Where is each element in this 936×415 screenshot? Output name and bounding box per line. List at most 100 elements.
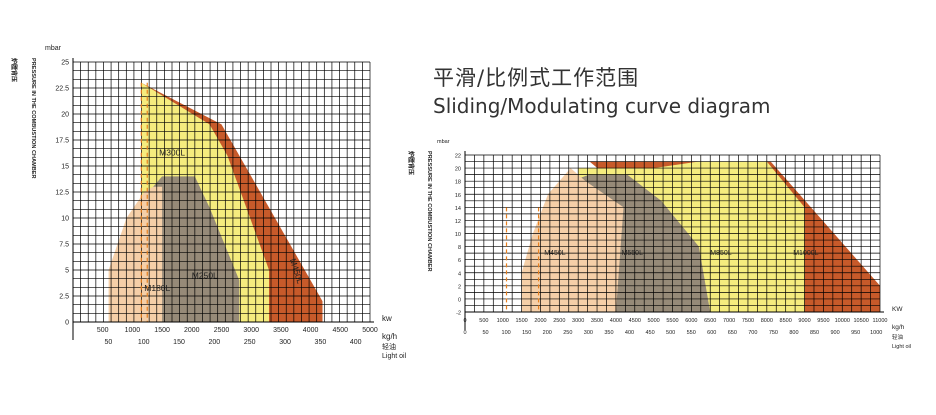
x-tick-label-kw: 0 xyxy=(463,318,466,324)
y-tick-label: 5 xyxy=(65,268,69,275)
x-unit-kgh: kg/h xyxy=(892,324,905,331)
y-tick-label: 10 xyxy=(455,232,461,238)
y-tick-label: 10 xyxy=(61,216,69,223)
x-tick-label-kgh: 150 xyxy=(173,339,185,346)
y-tick-label: 6 xyxy=(458,258,461,264)
x-tick-label-kgh: 300 xyxy=(279,339,291,346)
x-tick-label-kgh: 500 xyxy=(666,330,675,336)
x-tick-label-kgh: 100 xyxy=(138,339,150,346)
x-tick-label-kgh: 300 xyxy=(584,330,593,336)
x-tick-label-kw: 2000 xyxy=(184,327,200,334)
x-tick-label-kw: 4500 xyxy=(629,318,641,324)
x-tick-label-kw: 3500 xyxy=(591,318,603,324)
x-tick-label-kw: 1500 xyxy=(154,327,170,334)
series-label: M550L xyxy=(622,250,644,257)
y-tick-label: 16 xyxy=(455,193,461,199)
x-tick-label-kgh: 950 xyxy=(851,330,860,336)
x-fuel-en: Light oil xyxy=(892,344,911,350)
x-tick-label-kw: 3500 xyxy=(273,327,289,334)
x-tick-label-kgh: 1000 xyxy=(870,330,882,336)
y-tick-label: -2 xyxy=(456,311,461,317)
x-tick-label-kgh: 50 xyxy=(482,330,488,336)
x-tick-label-kw: 5500 xyxy=(666,318,678,324)
x-tick-label-kw: 6500 xyxy=(704,318,716,324)
y-tick-label: 4 xyxy=(458,271,461,277)
x-tick-label-kgh: 650 xyxy=(728,330,737,336)
x-tick-label-kw: 2500 xyxy=(214,327,230,334)
x-tick-label-kgh: 100 xyxy=(502,330,511,336)
x-fuel-zh: 轻油 xyxy=(892,333,904,341)
y-tick-label: 12 xyxy=(455,219,461,225)
x-tick-label-kw: 4000 xyxy=(610,318,622,324)
x-tick-label-kgh: 200 xyxy=(209,339,221,346)
title-en: Sliding/Modulating curve diagram xyxy=(433,94,771,118)
x-tick-label-kw: 7000 xyxy=(723,318,735,324)
x-unit-kgh: kg/h xyxy=(382,332,397,341)
y-tick-label: 22.5 xyxy=(55,86,69,93)
x-tick-label-kw: 1000 xyxy=(497,318,509,324)
x-tick-label-kgh: 900 xyxy=(831,330,840,336)
x-tick-label-kw: 1000 xyxy=(125,327,141,334)
y-axis-title-en: PRESSURE IN THE COMBUSTION CHAMBER xyxy=(30,58,36,179)
y-axis-title-en: PRESSURE IN THE COMBUSTION CHAMBER xyxy=(426,151,432,272)
x-tick-label-kgh: 550 xyxy=(687,330,696,336)
x-tick-label-kgh: 150 xyxy=(522,330,531,336)
x-tick-label-kw: 500 xyxy=(97,327,109,334)
y-tick-label: 14 xyxy=(455,206,461,212)
x-fuel-zh: 轻油 xyxy=(382,342,396,351)
x-tick-label-kw: 7500 xyxy=(742,318,754,324)
y-tick-label: 18 xyxy=(455,180,461,186)
x-unit-kw: KW xyxy=(892,306,903,313)
y-tick-label: 20 xyxy=(61,112,69,119)
x-tick-label-kgh: 400 xyxy=(625,330,634,336)
y-tick-label: 2.5 xyxy=(59,294,69,301)
x-tick-label-kw: 4500 xyxy=(333,327,349,334)
x-tick-label-kw: 3000 xyxy=(572,318,584,324)
x-tick-label-kw: 10000 xyxy=(835,318,850,324)
y-unit-label: mbar xyxy=(437,139,450,145)
area-m180l xyxy=(108,186,163,322)
x-tick-label-kgh: 50 xyxy=(104,339,112,346)
x-tick-label-kw: 1500 xyxy=(515,318,527,324)
x-tick-label-kw: 5000 xyxy=(362,327,378,334)
x-tick-label-kgh: 450 xyxy=(645,330,654,336)
y-unit-label: mbar xyxy=(45,45,62,52)
x-tick-label-kw: 6000 xyxy=(685,318,697,324)
y-tick-label: 22 xyxy=(455,154,461,160)
x-tick-label-kgh: 350 xyxy=(315,339,327,346)
x-tick-label-kgh: 250 xyxy=(563,330,572,336)
x-tick-label-kw: 2500 xyxy=(553,318,565,324)
y-tick-label: 7.5 xyxy=(59,242,69,249)
series-label: M850L xyxy=(710,250,732,257)
x-tick-label-kgh: 700 xyxy=(748,330,757,336)
x-tick-label-kgh: 400 xyxy=(350,339,362,346)
area-m850l xyxy=(578,161,805,312)
y-axis-title-zh: 炉膛背压 xyxy=(10,58,18,82)
x-tick-label-kgh: 200 xyxy=(543,330,552,336)
series-label: M180L xyxy=(144,283,170,293)
x-unit-kw: kw xyxy=(382,314,392,323)
y-tick-label: 12.5 xyxy=(55,190,69,197)
series-label: M250L xyxy=(192,270,218,280)
x-tick-label-kw: 11000 xyxy=(873,318,888,324)
series-label: M1000L xyxy=(793,250,818,257)
x-tick-label-kgh: 600 xyxy=(707,330,716,336)
area-m450l xyxy=(521,168,624,312)
x-tick-label-kgh: 250 xyxy=(244,339,256,346)
series-label: M450L xyxy=(544,250,566,257)
x-tick-label-kw: 8500 xyxy=(780,318,792,324)
chart-left: 0 2.5 5 7.5 10 12.5 15 17.5 20 22.5 25 500 1000 1500 2… xyxy=(10,45,407,360)
x-tick-label-kw: 9500 xyxy=(817,318,829,324)
x-tick-label-kw: 5000 xyxy=(648,318,660,324)
title-zh: 平滑/比例式工作范围 xyxy=(433,66,640,90)
x-tick-label-kw: 8000 xyxy=(761,318,773,324)
x-tick-label-kw: 10500 xyxy=(853,318,868,324)
x-tick-label-kw: 2000 xyxy=(534,318,546,324)
y-tick-label: 15 xyxy=(61,164,69,171)
x-tick-label-kgh: 800 xyxy=(789,330,798,336)
area-m550l xyxy=(570,174,711,312)
y-tick-label: 2 xyxy=(458,284,461,290)
y-tick-label: 20 xyxy=(455,167,461,173)
y-tick-label: 17.5 xyxy=(55,138,69,145)
y-tick-label: 0 xyxy=(458,297,461,303)
